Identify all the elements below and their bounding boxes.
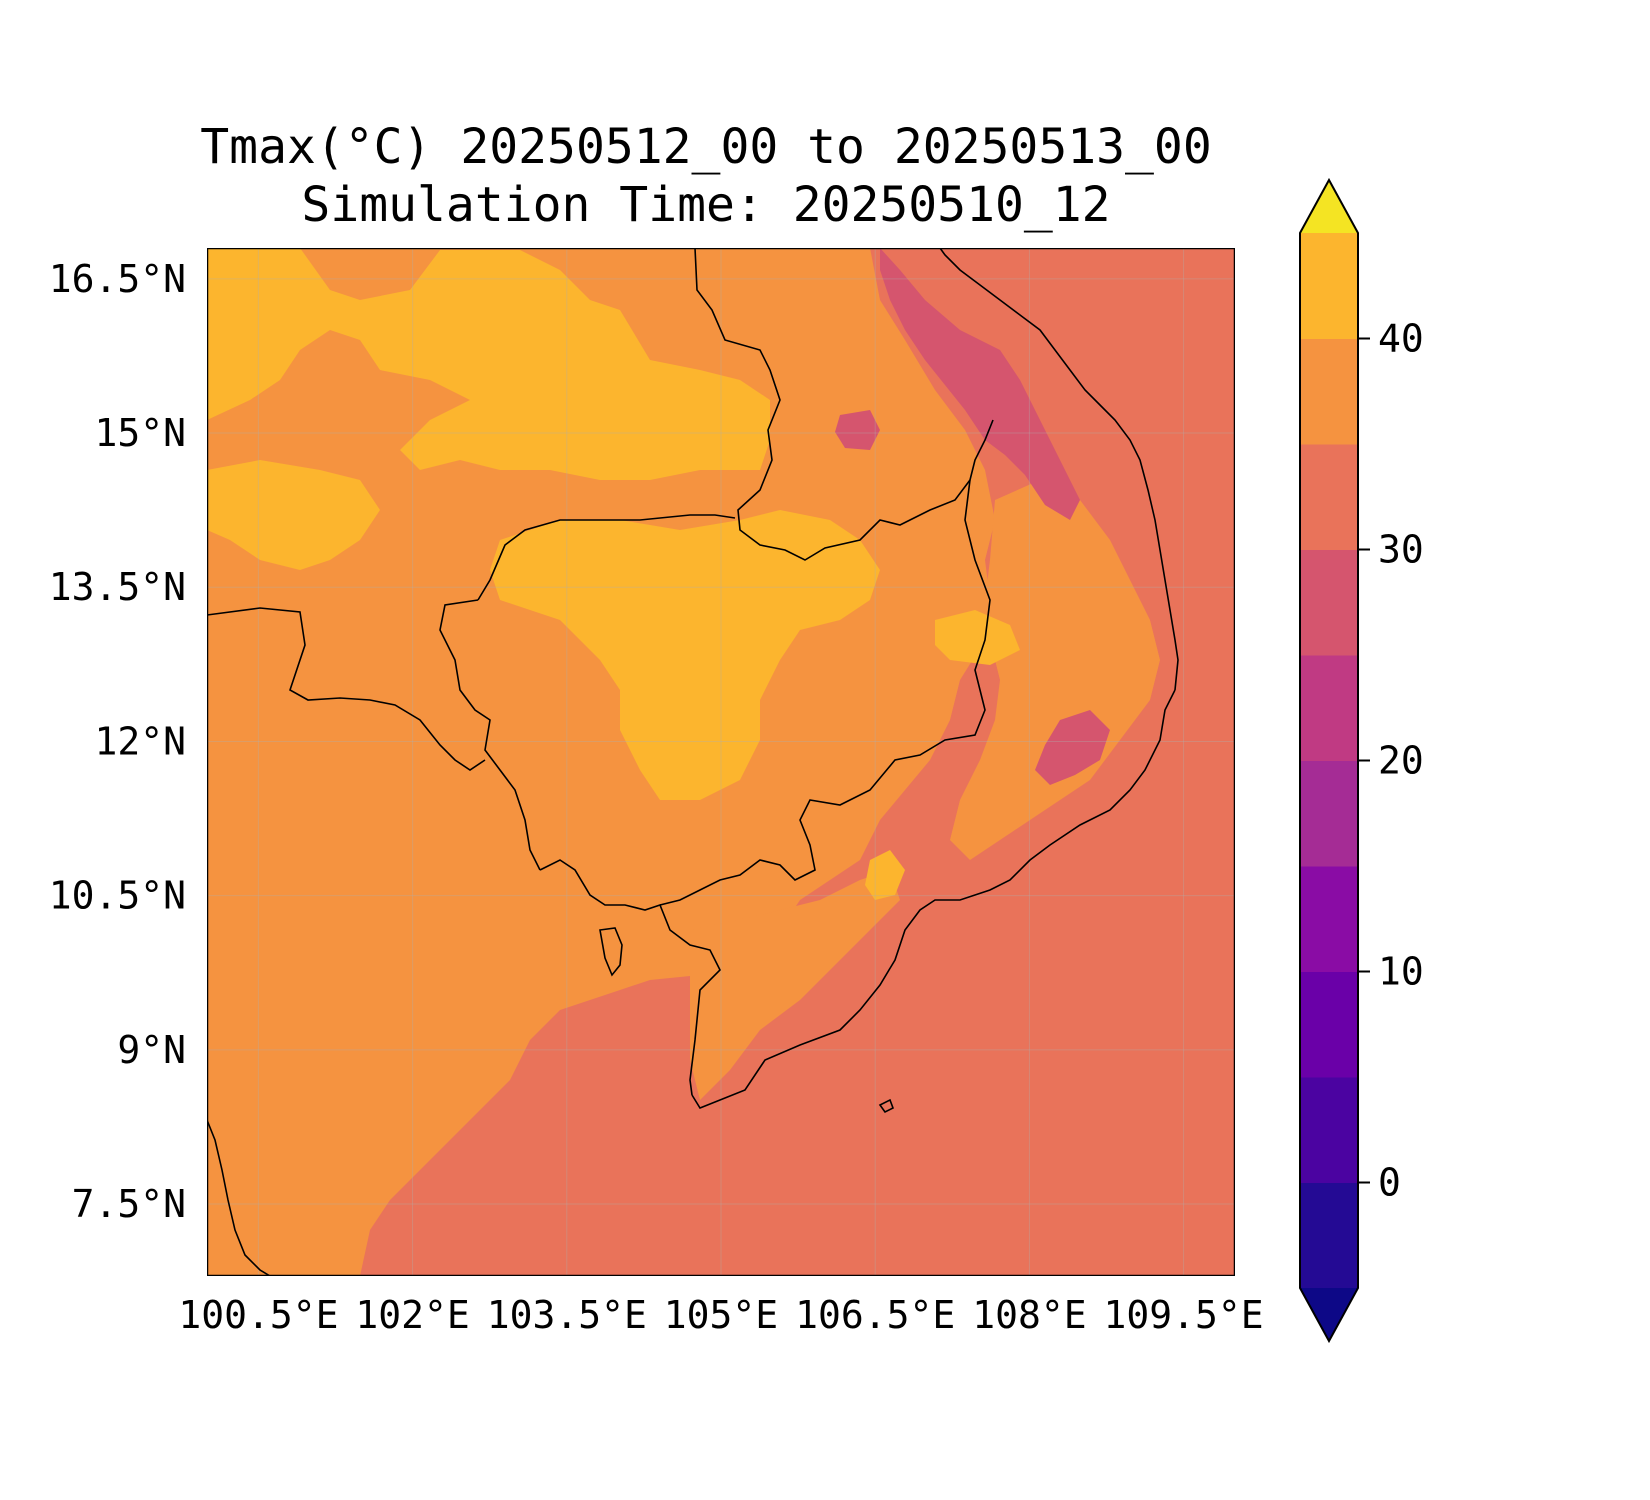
colorbar-tick-label: 0 xyxy=(1378,1161,1401,1205)
con-dao-island xyxy=(878,1098,895,1114)
lon-tick-label: 103.5°E xyxy=(487,1293,647,1337)
lon-tick-label: 106.5°E xyxy=(795,1293,955,1337)
lon-tick-label: 108°E xyxy=(972,1293,1086,1337)
colorbar-segment xyxy=(1300,1077,1358,1183)
malay-peninsula-coast xyxy=(207,1119,271,1276)
lat-tick-label: 12°N xyxy=(94,719,186,763)
temperature-field-east-land xyxy=(950,480,1160,860)
temperature-field-hot-west xyxy=(207,460,380,570)
colorbar-tick-label: 40 xyxy=(1378,317,1424,361)
lat-tick-label: 9°N xyxy=(117,1028,186,1072)
colorbar: 0 10 20 30 40 xyxy=(1299,177,1424,1344)
mekong-delta-coast xyxy=(691,689,1176,1109)
temperature-field-hot-mekong xyxy=(865,850,905,900)
temperature-field-hot-cambodia xyxy=(490,510,880,800)
lon-tick-label: 102°E xyxy=(355,1293,469,1337)
colorbar-segment xyxy=(1300,444,1358,550)
vietnam-east-coast xyxy=(939,248,1179,691)
coastlines-and-borders xyxy=(207,248,1179,1276)
temperature-field-hot-north xyxy=(207,248,770,480)
temperature-field-cool-annamite xyxy=(880,248,1080,520)
colorbar-tick-label: 10 xyxy=(1378,950,1424,994)
cambodia-north-border xyxy=(477,514,736,601)
latitude-tick-labels: 16.5°N 15°N 13.5°N 12°N 10.5°N 9°N 7.5°N xyxy=(49,257,186,1226)
colorbar-outline xyxy=(1299,177,1359,1344)
lat-tick-label: 15°N xyxy=(94,411,186,455)
lon-tick-label: 105°E xyxy=(664,1293,778,1337)
cambodia-vietnam-border xyxy=(659,479,991,906)
cambodia-west-border xyxy=(439,599,541,871)
lon-tick-label: 100.5°E xyxy=(178,1293,338,1337)
thailand-cambodia-border xyxy=(694,248,994,561)
temperature-field-cool-spot-1 xyxy=(835,410,880,450)
lat-tick-label: 7.5°N xyxy=(72,1182,186,1226)
temperature-field-south-land xyxy=(690,870,900,1100)
phu-quoc-island xyxy=(599,927,623,977)
colorbar-extend-max-arrow xyxy=(1300,180,1358,233)
colorbar-segment xyxy=(1300,233,1358,339)
lat-tick-label: 13.5°N xyxy=(49,565,186,609)
colorbar-tick-label: 20 xyxy=(1378,739,1424,783)
colorbar-segment xyxy=(1300,338,1358,445)
longitude-tick-labels: 100.5°E 102°E 103.5°E 105°E 106.5°E 108°E 109.… xyxy=(178,1293,1263,1337)
cambodia-coast xyxy=(539,859,721,1096)
colorbar-tick-label: 30 xyxy=(1378,528,1424,572)
colorbar-segment xyxy=(1300,1182,1358,1289)
figure-title-line-2: Simulation Time: 20250510_12 xyxy=(301,177,1110,233)
lat-tick-label: 16.5°N xyxy=(49,257,186,301)
thai-gulf-coast xyxy=(207,607,486,771)
lat-tick-label: 10.5°N xyxy=(49,874,186,918)
colorbar-segment xyxy=(1300,971,1358,1078)
map-gridlines xyxy=(207,248,1235,1276)
colorbar-extend-min-arrow xyxy=(1300,1288,1358,1341)
colorbar-segment xyxy=(1300,760,1358,867)
figure-title-line-1: Tmax(°C) 20250512_00 to 20250513_00 xyxy=(200,119,1211,175)
temperature-field-hot-east xyxy=(935,610,1020,665)
temperature-field-land xyxy=(207,248,995,1276)
lon-tick-label: 109.5°E xyxy=(1104,1293,1264,1337)
colorbar-segment xyxy=(1300,866,1358,972)
map-panel[interactable] xyxy=(207,248,1235,1276)
temperature-field-cool-spot-2 xyxy=(1035,710,1110,785)
colorbar-segment xyxy=(1300,655,1358,761)
colorbar-segment xyxy=(1300,549,1358,656)
